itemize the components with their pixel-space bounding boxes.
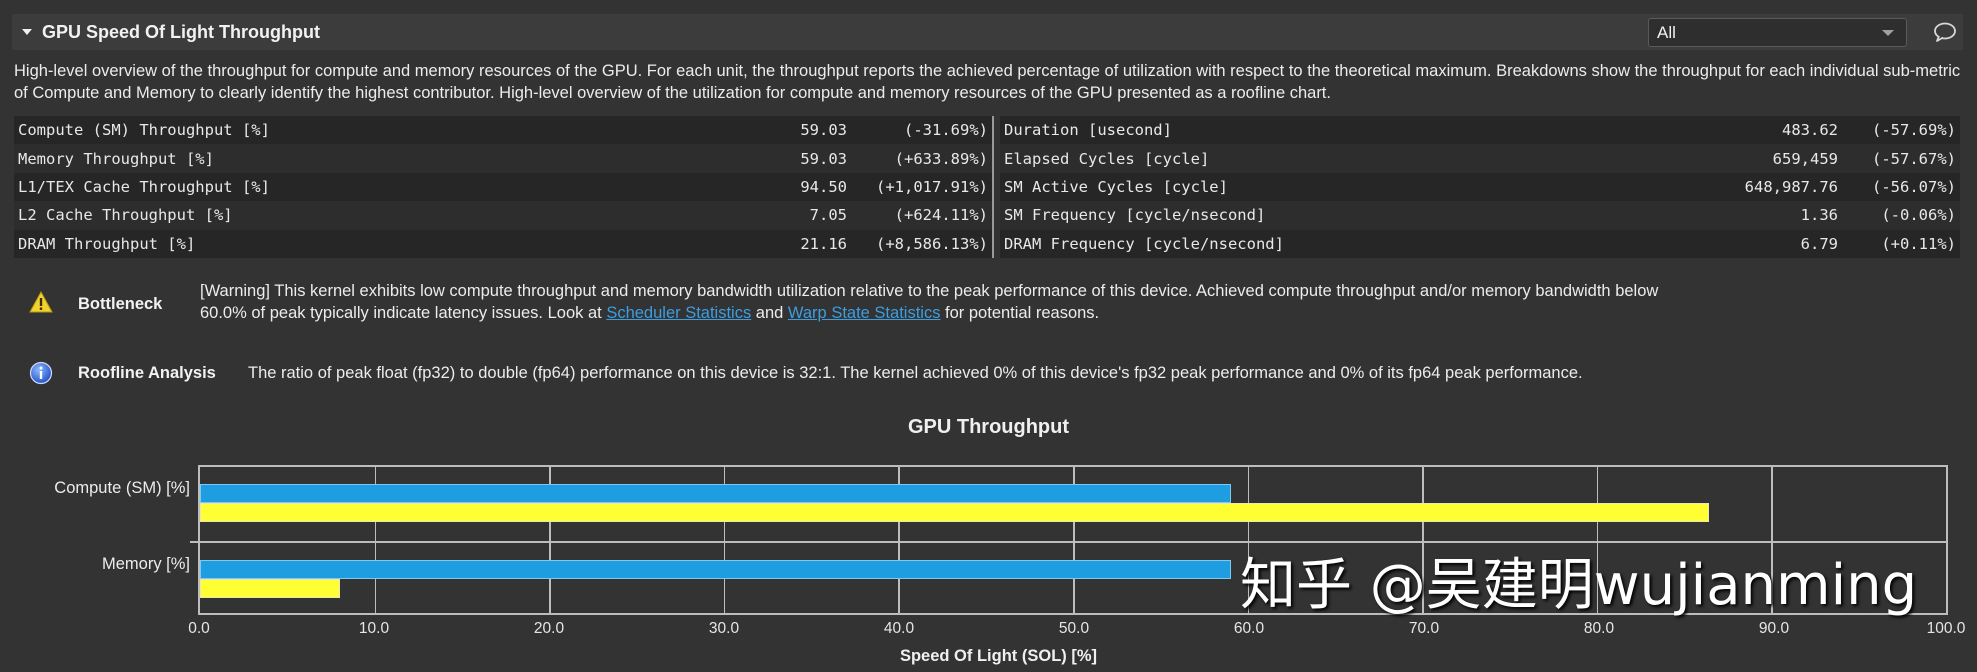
metric-delta: (-0.06%) bbox=[1881, 206, 1956, 225]
metric-value: 59.03 bbox=[800, 121, 847, 140]
gridline bbox=[1771, 467, 1773, 613]
table-row[interactable]: DRAM Frequency [cycle/nsecond] 6.79 (+0.… bbox=[1000, 229, 1960, 258]
metric-value: 6.79 bbox=[1800, 234, 1838, 253]
metric-value: 648,987.76 bbox=[1744, 177, 1838, 196]
table-row[interactable]: DRAM Throughput [%] 21.16 (+8,586.13%) bbox=[14, 229, 992, 258]
metric-name: DRAM Frequency [cycle/nsecond] bbox=[1004, 234, 1284, 253]
roofline-text: The ratio of peak float (fp32) to double… bbox=[248, 364, 1583, 382]
x-tick-label: 70.0 bbox=[1408, 620, 1440, 637]
gridline bbox=[374, 467, 377, 613]
metric-delta: (-56.07%) bbox=[1872, 177, 1956, 196]
watermark: 知乎 @吴建明wujianming bbox=[1240, 553, 1918, 618]
bottleneck-text-post: for potential reasons. bbox=[940, 304, 1100, 322]
section-header: GPU Speed Of Light Throughput All bbox=[12, 14, 1963, 50]
category-divider bbox=[190, 541, 1946, 543]
metric-name: L2 Cache Throughput [%] bbox=[18, 206, 233, 225]
metric-value: 59.03 bbox=[800, 149, 847, 168]
warning-icon bbox=[29, 290, 53, 313]
gridline bbox=[723, 467, 726, 613]
y-category-label: Memory [%] bbox=[101, 555, 190, 573]
metric-delta: (+624.11%) bbox=[894, 206, 988, 225]
metric-name: SM Frequency [cycle/nsecond] bbox=[1004, 206, 1266, 225]
filter-dropdown-value: All bbox=[1657, 22, 1676, 42]
bar-memory-baseline[interactable] bbox=[200, 579, 340, 598]
table-row[interactable]: Duration [usecond] 483.62 (-57.69%) bbox=[1000, 116, 1960, 145]
info-icon bbox=[29, 361, 53, 385]
metric-delta: (-57.67%) bbox=[1872, 149, 1956, 168]
x-tick-label: 100.0 bbox=[1926, 620, 1966, 637]
x-tick-label: 0.0 bbox=[188, 620, 210, 637]
x-tick-label: 60.0 bbox=[1233, 620, 1265, 637]
bar-compute-current[interactable] bbox=[200, 484, 1231, 503]
table-row[interactable]: L1/TEX Cache Throughput [%] 94.50 (+1,01… bbox=[14, 172, 992, 202]
bar-compute-baseline[interactable] bbox=[200, 503, 1709, 522]
plot-area bbox=[190, 465, 1948, 615]
metric-name: Elapsed Cycles [cycle] bbox=[1004, 149, 1210, 168]
metric-delta: (+8,586.13%) bbox=[876, 234, 988, 253]
scheduler-statistics-link[interactable]: Scheduler Statistics bbox=[606, 304, 752, 322]
metric-delta: (+0.11%) bbox=[1881, 234, 1956, 253]
bottleneck-text-pre: 60.0% of peak typically indicate latency… bbox=[200, 304, 607, 322]
warp-state-statistics-link[interactable]: Warp State Statistics bbox=[787, 304, 941, 322]
section-title: GPU Speed Of Light Throughput bbox=[42, 21, 320, 42]
metric-name: SM Active Cycles [cycle] bbox=[1004, 177, 1228, 196]
bottleneck-text: [Warning] This kernel exhibits low compu… bbox=[200, 280, 1960, 324]
gridline bbox=[549, 467, 551, 613]
table-row[interactable]: Elapsed Cycles [cycle] 659,459 (-57.67%) bbox=[1000, 144, 1960, 173]
metric-value: 659,459 bbox=[1772, 149, 1838, 168]
y-category-label: Compute (SM) [%] bbox=[54, 479, 190, 497]
metric-delta: (-31.69%) bbox=[894, 121, 988, 140]
metric-value: 483.62 bbox=[1782, 121, 1838, 140]
throughput-metrics-table: Compute (SM) Throughput [%] 59.03 (-31.6… bbox=[14, 116, 994, 258]
table-row[interactable]: SM Frequency [cycle/nsecond] 1.36 (-0.06… bbox=[1000, 201, 1960, 230]
x-tick-label: 80.0 bbox=[1583, 620, 1615, 637]
metric-delta: (+1,017.91%) bbox=[876, 177, 988, 196]
bottleneck-text-line2: 60.0% of peak typically indicate latency… bbox=[200, 302, 1960, 324]
timing-metrics-table: Duration [usecond] 483.62 (-57.69%) Elap… bbox=[994, 116, 1960, 258]
x-tick-label: 20.0 bbox=[533, 620, 565, 637]
x-tick-label: 50.0 bbox=[1058, 620, 1090, 637]
roofline-label: Roofline Analysis bbox=[78, 364, 216, 382]
metric-delta: (+633.89%) bbox=[894, 149, 988, 168]
metrics-tables: Compute (SM) Throughput [%] 59.03 (-31.6… bbox=[14, 116, 1962, 258]
gridline bbox=[1073, 467, 1075, 613]
table-row[interactable]: SM Active Cycles [cycle] 648,987.76 (-56… bbox=[1000, 172, 1960, 202]
x-tick-label: 10.0 bbox=[358, 620, 390, 637]
gridline bbox=[898, 467, 900, 613]
table-row[interactable]: Compute (SM) Throughput [%] 59.03 (-31.6… bbox=[14, 116, 992, 145]
table-row[interactable]: Memory Throughput [%] 59.03 (+633.89%) bbox=[14, 144, 992, 173]
metric-name: Memory Throughput [%] bbox=[18, 149, 214, 168]
metric-value: 7.05 bbox=[809, 206, 847, 225]
filter-dropdown[interactable]: All bbox=[1648, 18, 1907, 47]
bottleneck-text-mid: and bbox=[751, 304, 788, 322]
metric-delta: (-57.69%) bbox=[1872, 121, 1956, 140]
metric-value: 94.50 bbox=[800, 177, 847, 196]
x-tick-label: 30.0 bbox=[708, 620, 740, 637]
chevron-down-icon bbox=[1882, 30, 1894, 36]
section-description: High-level overview of the throughput fo… bbox=[14, 62, 1961, 102]
gridline bbox=[1596, 467, 1599, 613]
gridline bbox=[1247, 467, 1250, 613]
metric-value: 1.36 bbox=[1800, 206, 1838, 225]
metric-value: 21.16 bbox=[800, 234, 847, 253]
bottleneck-label: Bottleneck bbox=[78, 295, 163, 313]
metric-name: DRAM Throughput [%] bbox=[18, 234, 196, 253]
table-row[interactable]: L2 Cache Throughput [%] 7.05 (+624.11%) bbox=[14, 201, 992, 230]
speech-bubble-icon[interactable] bbox=[1932, 20, 1958, 44]
metric-name: Duration [usecond] bbox=[1004, 121, 1172, 140]
gpu-throughput-chart: GPU Throughput Compute (SM) [%] Memory [… bbox=[0, 410, 1977, 672]
gridline bbox=[1422, 467, 1424, 613]
bottleneck-text-line1: [Warning] This kernel exhibits low compu… bbox=[200, 282, 1659, 300]
metric-name: Compute (SM) Throughput [%] bbox=[18, 121, 270, 140]
x-tick-label: 40.0 bbox=[883, 620, 915, 637]
bar-memory-current[interactable] bbox=[200, 560, 1231, 579]
x-axis-title: Speed Of Light (SOL) [%] bbox=[899, 647, 1098, 665]
metric-name: L1/TEX Cache Throughput [%] bbox=[18, 177, 270, 196]
x-tick-label: 90.0 bbox=[1758, 620, 1790, 637]
triangle-down-icon[interactable] bbox=[22, 29, 32, 35]
chart-title: GPU Throughput bbox=[907, 416, 1070, 438]
